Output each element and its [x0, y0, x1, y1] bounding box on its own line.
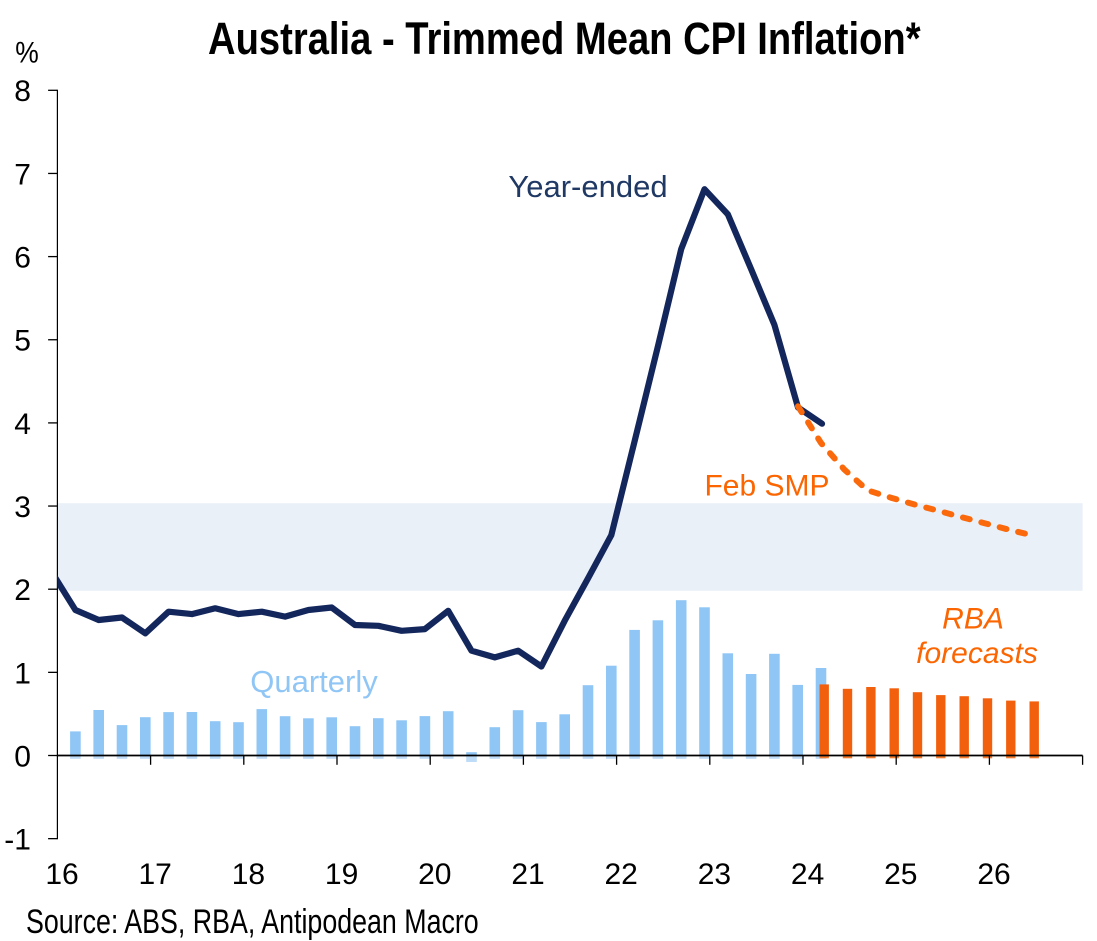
svg-text:Quarterly: Quarterly: [250, 664, 378, 699]
svg-text:22: 22: [605, 858, 638, 891]
svg-text:21: 21: [511, 858, 544, 891]
svg-text:26: 26: [977, 858, 1010, 891]
svg-text:-1: -1: [4, 824, 31, 857]
svg-text:20: 20: [418, 858, 451, 891]
svg-text:1: 1: [14, 657, 31, 690]
svg-text:23: 23: [698, 858, 731, 891]
svg-text:24: 24: [791, 858, 824, 891]
svg-text:%: %: [15, 36, 39, 69]
svg-text:25: 25: [884, 858, 917, 891]
svg-text:7: 7: [14, 158, 31, 191]
svg-text:16: 16: [45, 858, 78, 891]
svg-text:RBA: RBA: [942, 603, 1004, 636]
svg-text:0: 0: [14, 741, 31, 774]
svg-text:17: 17: [139, 858, 172, 891]
svg-text:Australia - Trimmed Mean CPI I: Australia - Trimmed Mean CPI Inflation*: [208, 13, 921, 64]
svg-text:19: 19: [325, 858, 358, 891]
svg-text:5: 5: [14, 325, 31, 358]
svg-text:4: 4: [14, 408, 31, 441]
svg-text:18: 18: [232, 858, 265, 891]
svg-text:Source: ABS, RBA, Antipodean M: Source: ABS, RBA, Antipodean Macro: [26, 903, 479, 941]
svg-text:Feb SMP: Feb SMP: [704, 469, 829, 502]
svg-text:3: 3: [14, 491, 31, 524]
svg-text:8: 8: [14, 75, 31, 108]
svg-text:6: 6: [14, 242, 31, 275]
svg-text:Year-ended: Year-ended: [508, 169, 667, 204]
svg-text:forecasts: forecasts: [916, 637, 1038, 670]
svg-text:2: 2: [14, 574, 31, 607]
